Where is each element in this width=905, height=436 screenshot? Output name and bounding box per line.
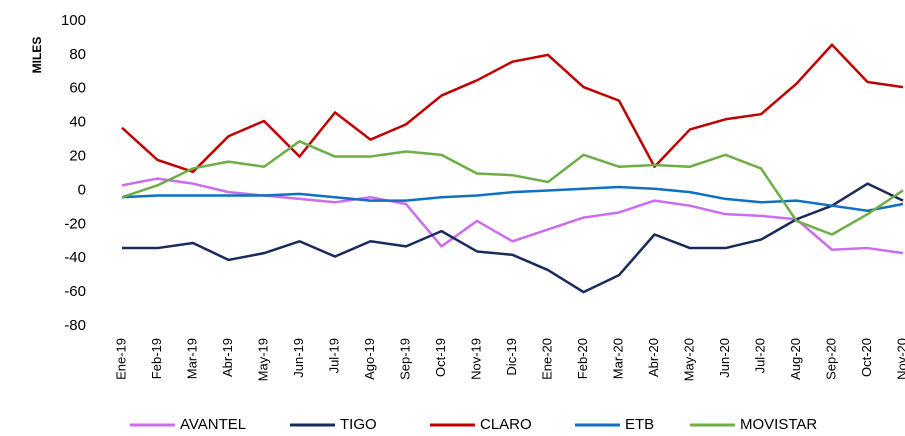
y-tick-label: 0 xyxy=(78,181,86,198)
x-tick-label: Abr-20 xyxy=(646,338,661,377)
y-tick-label: 80 xyxy=(69,46,86,63)
x-tick-label: Sep-20 xyxy=(823,338,838,380)
x-tick-label: Feb-19 xyxy=(149,338,164,379)
legend-label: ETB xyxy=(625,416,654,433)
series-line xyxy=(121,140,904,236)
x-tick-label: Oct-19 xyxy=(433,338,448,377)
y-axis-label: MILES xyxy=(30,37,44,74)
y-tick-label: 60 xyxy=(69,80,86,97)
x-tick-label: Oct-20 xyxy=(859,338,874,377)
x-tick-label: Nov-19 xyxy=(468,338,483,380)
x-tick-label: Dic-19 xyxy=(504,338,519,376)
y-tick-label: 40 xyxy=(69,114,86,131)
series-line xyxy=(121,177,904,255)
x-tick-label: Nov-20 xyxy=(894,338,905,380)
x-tick-label: Jul-19 xyxy=(326,338,341,373)
y-tick-label: -40 xyxy=(64,249,86,266)
x-tick-label: Aug-20 xyxy=(788,338,803,380)
x-tick-label: Sep-19 xyxy=(397,338,412,380)
legend-label: TIGO xyxy=(340,416,377,433)
x-tick-label: Mar-20 xyxy=(610,338,625,379)
y-tick-label: -80 xyxy=(64,317,86,334)
x-tick-label: Feb-20 xyxy=(575,338,590,379)
y-tick-label: 100 xyxy=(61,12,86,29)
x-tick-label: May-20 xyxy=(681,338,696,381)
y-tick-label: -20 xyxy=(64,215,86,232)
series-line xyxy=(121,43,904,174)
series-line xyxy=(122,182,904,294)
x-tick-label: Ago-19 xyxy=(362,338,377,380)
x-tick-label: Jul-20 xyxy=(752,338,767,373)
legend-label: AVANTEL xyxy=(180,416,246,433)
x-tick-label: Ene-19 xyxy=(113,338,128,380)
x-tick-label: Jun-19 xyxy=(291,338,306,378)
x-tick-label: Jun-20 xyxy=(717,338,732,378)
series-line xyxy=(121,185,904,213)
x-tick-label: Abr-19 xyxy=(220,338,235,377)
legend-label: CLARO xyxy=(480,416,532,433)
y-tick-label: 20 xyxy=(69,148,86,165)
y-tick-label: -60 xyxy=(64,283,86,300)
legend-label: MOVISTAR xyxy=(740,416,817,433)
x-tick-label: May-19 xyxy=(255,338,270,381)
x-tick-label: Ene-20 xyxy=(539,338,554,380)
x-tick-label: Mar-19 xyxy=(184,338,199,379)
